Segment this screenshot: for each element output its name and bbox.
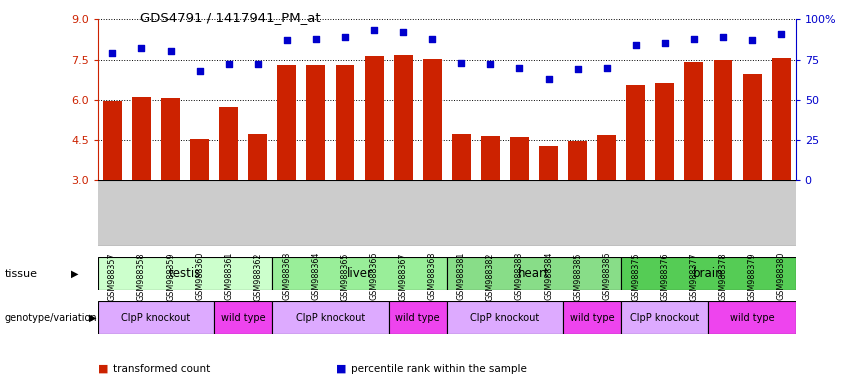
Point bbox=[338, 34, 351, 40]
Bar bbox=[214, 301, 272, 334]
Point bbox=[251, 61, 265, 68]
Point bbox=[193, 68, 207, 74]
Text: heart: heart bbox=[518, 267, 550, 280]
Bar bbox=[447, 257, 621, 290]
Bar bbox=[568, 141, 587, 180]
Bar bbox=[132, 97, 151, 180]
Text: wild type: wild type bbox=[221, 313, 266, 323]
Bar bbox=[563, 301, 621, 334]
Bar bbox=[248, 134, 267, 180]
Text: GDS4791 / 1417941_PM_at: GDS4791 / 1417941_PM_at bbox=[140, 12, 321, 25]
Text: ClpP knockout: ClpP knockout bbox=[631, 313, 700, 323]
Point bbox=[483, 61, 497, 68]
Bar bbox=[772, 58, 791, 180]
Bar bbox=[161, 99, 180, 180]
Bar bbox=[389, 301, 447, 334]
Point bbox=[542, 76, 556, 82]
Text: wild type: wild type bbox=[730, 313, 774, 323]
Bar bbox=[394, 56, 413, 180]
Text: ClpP knockout: ClpP knockout bbox=[122, 313, 191, 323]
Text: liver: liver bbox=[346, 267, 373, 280]
Point bbox=[571, 66, 585, 72]
Text: brain: brain bbox=[694, 267, 723, 280]
Bar bbox=[510, 137, 529, 180]
Bar bbox=[190, 139, 209, 180]
Bar bbox=[423, 59, 442, 180]
Point bbox=[106, 50, 119, 56]
Bar bbox=[364, 56, 384, 180]
Text: testis: testis bbox=[168, 267, 202, 280]
Bar bbox=[539, 146, 558, 180]
Text: ClpP knockout: ClpP knockout bbox=[471, 313, 540, 323]
Text: percentile rank within the sample: percentile rank within the sample bbox=[351, 364, 528, 374]
Point bbox=[309, 35, 323, 41]
Point bbox=[454, 60, 468, 66]
Bar bbox=[713, 60, 733, 180]
Point bbox=[717, 34, 730, 40]
Point bbox=[512, 65, 526, 71]
Point bbox=[280, 37, 294, 43]
Bar bbox=[743, 74, 762, 180]
Bar bbox=[452, 134, 471, 180]
Bar bbox=[103, 101, 122, 180]
Point bbox=[629, 42, 643, 48]
Bar bbox=[335, 65, 355, 180]
Text: wild type: wild type bbox=[396, 313, 440, 323]
Bar bbox=[621, 301, 708, 334]
Bar bbox=[306, 65, 325, 180]
Bar bbox=[98, 301, 214, 334]
Point bbox=[368, 27, 381, 33]
Bar bbox=[621, 257, 796, 290]
Text: ■: ■ bbox=[336, 364, 346, 374]
Bar bbox=[709, 301, 796, 334]
Point bbox=[600, 65, 614, 71]
Text: transformed count: transformed count bbox=[113, 364, 210, 374]
Text: tissue: tissue bbox=[4, 268, 37, 279]
Point bbox=[426, 35, 439, 41]
Point bbox=[397, 29, 410, 35]
Bar bbox=[277, 65, 296, 180]
Point bbox=[163, 48, 177, 55]
Point bbox=[745, 37, 759, 43]
Point bbox=[222, 61, 236, 68]
Point bbox=[687, 35, 700, 41]
Point bbox=[658, 40, 671, 46]
Point bbox=[774, 31, 788, 37]
Text: ▶: ▶ bbox=[71, 268, 78, 279]
Bar bbox=[597, 135, 616, 180]
Point bbox=[134, 45, 148, 51]
Bar bbox=[684, 62, 704, 180]
Bar bbox=[272, 301, 389, 334]
Text: ■: ■ bbox=[98, 364, 108, 374]
Text: wild type: wild type bbox=[570, 313, 614, 323]
Bar bbox=[272, 257, 447, 290]
Bar bbox=[626, 85, 645, 180]
Bar bbox=[447, 301, 563, 334]
Bar bbox=[481, 136, 500, 180]
Text: genotype/variation: genotype/variation bbox=[4, 313, 97, 323]
Text: ▶: ▶ bbox=[89, 313, 97, 323]
Text: ClpP knockout: ClpP knockout bbox=[296, 313, 365, 323]
Bar bbox=[655, 83, 674, 180]
Bar bbox=[220, 107, 238, 180]
Bar bbox=[98, 257, 272, 290]
